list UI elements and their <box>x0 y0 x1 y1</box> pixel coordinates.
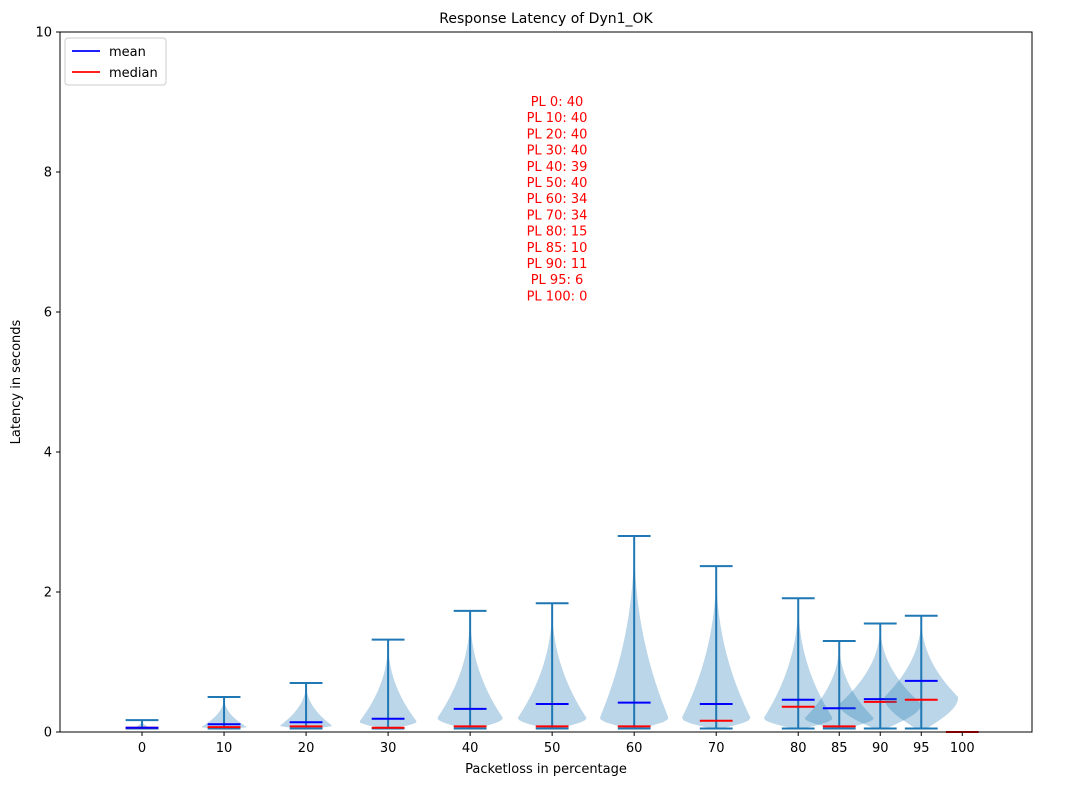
annotation-line: PL 0: 40 <box>531 95 584 110</box>
x-tick-label: 100 <box>950 741 975 756</box>
annotation-line: PL 90: 11 <box>527 257 588 272</box>
legend-mean-label: mean <box>109 45 146 60</box>
annotation-line: PL 60: 34 <box>527 192 588 207</box>
violin-20 <box>280 682 333 730</box>
violin-0 <box>125 719 159 730</box>
annotation-line: PL 80: 15 <box>527 225 588 240</box>
y-tick-label: 4 <box>44 446 52 461</box>
violin-90 <box>839 622 922 730</box>
violin-60 <box>599 535 669 730</box>
annotation-line: PL 70: 34 <box>527 208 588 223</box>
x-tick-label: 60 <box>626 741 643 756</box>
annotation-line: PL 40: 39 <box>527 160 588 175</box>
annotation-line: PL 50: 40 <box>527 176 588 191</box>
x-tick-label: 70 <box>708 741 725 756</box>
violin-10 <box>201 696 247 730</box>
legend: mean median <box>64 37 167 86</box>
y-ticks: 0 2 4 6 8 10 <box>35 26 60 741</box>
violin-80 <box>764 597 833 730</box>
y-tick-label: 10 <box>35 26 52 41</box>
plot-frame <box>59 31 1033 733</box>
y-axis-label: Latency in seconds <box>9 319 24 444</box>
chart-title: Response Latency of Dyn1_OK <box>439 11 653 27</box>
legend-box <box>64 37 167 86</box>
violin-85 <box>804 640 874 730</box>
x-tick-label: 50 <box>544 741 561 756</box>
y-tick-label: 2 <box>44 586 52 601</box>
x-axis-label: Packetloss in percentage <box>465 762 627 777</box>
violin-70 <box>681 565 751 730</box>
violin-30 <box>359 638 417 730</box>
violin-40 <box>437 609 503 730</box>
annotation-line: PL 10: 40 <box>527 111 588 126</box>
x-tick-label: 90 <box>872 741 889 756</box>
x-tick-label: 40 <box>462 741 479 756</box>
annotation-line: PL 20: 40 <box>527 127 588 142</box>
y-tick-label: 8 <box>44 166 52 181</box>
x-tick-label: 80 <box>790 741 807 756</box>
annotation-line: PL 95: 6 <box>531 273 584 288</box>
x-ticks: 0 10 20 30 40 50 60 70 80 85 90 95 100 <box>138 732 975 756</box>
annotation-line: PL 30: 40 <box>527 144 588 159</box>
plot-area <box>60 32 1032 732</box>
violin-group <box>125 535 979 733</box>
x-tick-label: 85 <box>831 741 848 756</box>
legend-median-label: median <box>109 66 158 81</box>
x-tick-label: 95 <box>913 741 930 756</box>
x-tick-label: 0 <box>138 741 146 756</box>
violin-95 <box>884 614 959 730</box>
x-tick-label: 10 <box>216 741 233 756</box>
y-tick-label: 0 <box>44 726 52 741</box>
violin-50 <box>517 602 587 730</box>
annotation-line: PL 85: 10 <box>527 241 588 256</box>
x-tick-label: 20 <box>298 741 315 756</box>
x-tick-label: 30 <box>380 741 397 756</box>
annotation-line: PL 100: 0 <box>527 289 588 304</box>
y-tick-label: 6 <box>44 306 52 321</box>
